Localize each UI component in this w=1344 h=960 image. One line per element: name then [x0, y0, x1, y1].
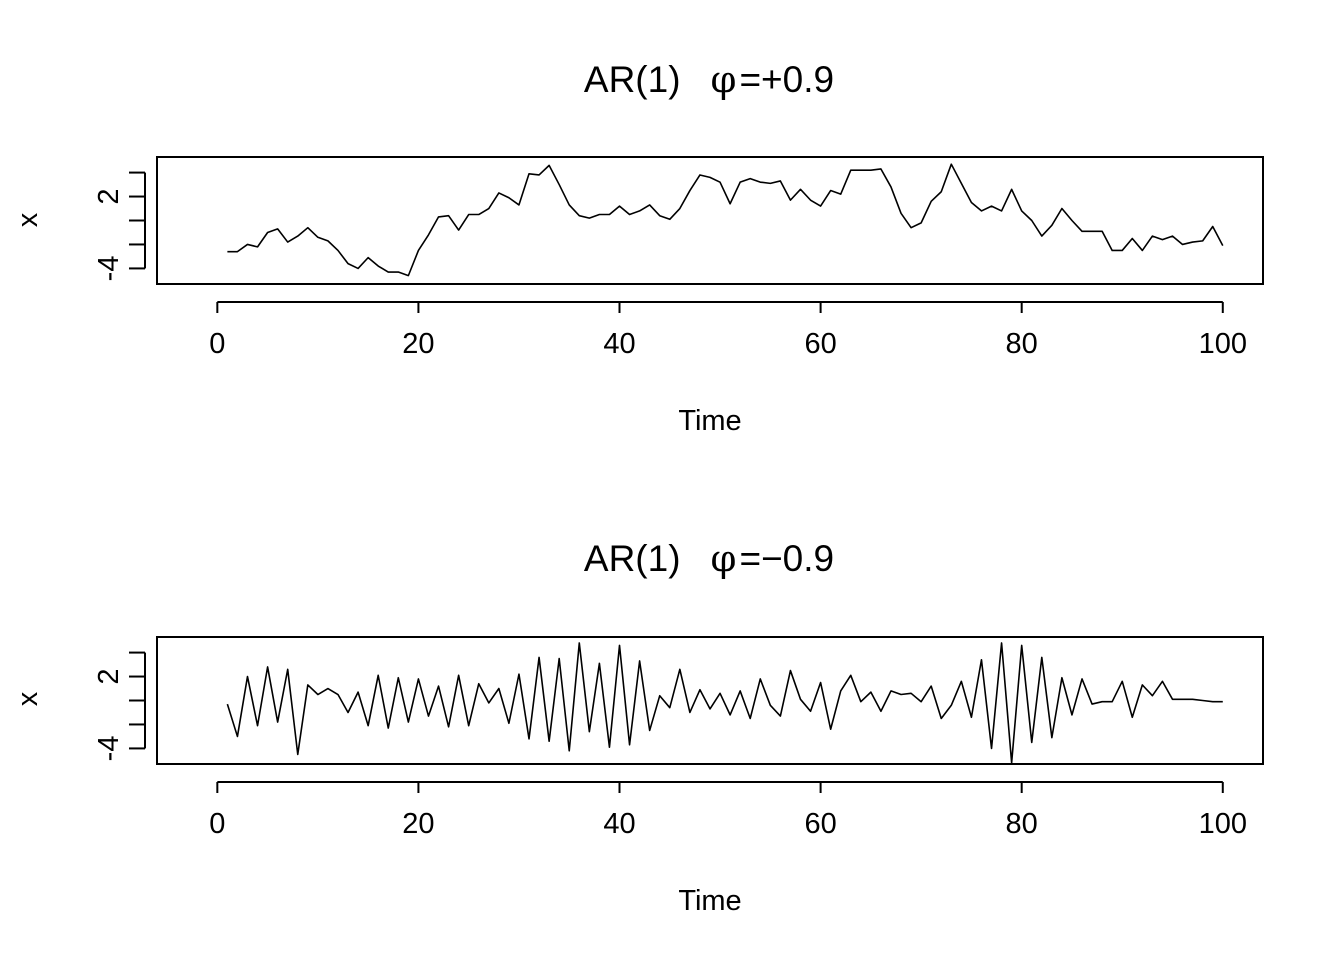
x-tick-label: 80 [1006, 808, 1038, 840]
y-tick-label: 2 [93, 188, 125, 204]
chart-title-top: AR(1) φ=+0.9 [584, 58, 834, 101]
y-axis-label-bottom: x [12, 691, 44, 706]
title-phi-symbol: φ [711, 58, 737, 101]
title-value: 0.9 [783, 538, 834, 579]
title-value: 0.9 [783, 59, 834, 100]
x-tick-label: 20 [402, 808, 434, 840]
x-tick-label: 0 [209, 808, 225, 840]
panel-top: AR(1) φ=+0.9 0 20 40 60 80 100 -4 2 Time x [12, 58, 1264, 437]
series-line-bottom [226, 642, 1223, 764]
title-sign: + [761, 59, 783, 100]
y-axis-label-top: x [12, 212, 44, 227]
x-tick-label: 40 [603, 808, 635, 840]
y-tick-label: -4 [93, 256, 125, 282]
chart-title-bottom: AR(1) φ=−0.9 [584, 537, 834, 580]
x-axis-label-top: Time [678, 405, 741, 437]
series-line-top [227, 163, 1224, 277]
title-sign: − [761, 538, 783, 579]
axis-ticks-top: 0 20 40 60 80 100 -4 2 [93, 171, 1247, 360]
title-equals: = [739, 59, 761, 100]
x-tick-label: 0 [209, 328, 225, 360]
axis-ticks-bottom: 0 20 40 60 80 100 -4 2 [93, 651, 1247, 840]
x-tick-label: 100 [1199, 808, 1247, 840]
x-tick-label: 100 [1199, 328, 1247, 360]
x-tick-label: 40 [603, 328, 635, 360]
panel-bottom: AR(1) φ=−0.9 0 20 40 60 80 100 -4 2 Time x [12, 537, 1264, 917]
title-prefix: AR(1) [584, 59, 681, 100]
title-equals: = [739, 538, 761, 579]
title-prefix: AR(1) [584, 538, 681, 579]
x-tick-label: 20 [402, 328, 434, 360]
x-tick-label: 80 [1006, 328, 1038, 360]
title-phi-symbol: φ [711, 537, 737, 580]
x-tick-label: 60 [804, 808, 836, 840]
x-axis-label-bottom: Time [678, 885, 741, 917]
y-tick-label: 2 [93, 668, 125, 684]
plot-frame-top [156, 156, 1264, 285]
y-tick-label: -4 [93, 736, 125, 762]
plot-frame-bottom [156, 636, 1264, 765]
x-tick-label: 60 [804, 328, 836, 360]
